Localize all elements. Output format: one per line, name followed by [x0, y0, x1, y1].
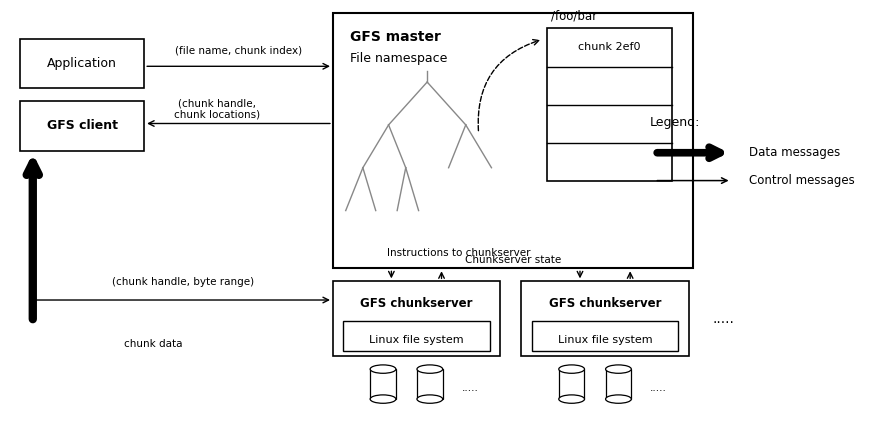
Text: GFS client: GFS client	[47, 119, 118, 132]
Text: /foo/bar: /foo/bar	[552, 9, 598, 22]
Bar	[605, 369, 631, 399]
Bar	[20, 101, 144, 151]
Text: (chunk handle,: (chunk handle,	[178, 99, 256, 108]
Text: GFS master: GFS master	[350, 30, 441, 44]
Text: .....: .....	[461, 383, 479, 393]
Ellipse shape	[605, 395, 631, 403]
Text: GFS chunkserver: GFS chunkserver	[360, 297, 473, 310]
Ellipse shape	[605, 365, 631, 373]
Text: Linux file system: Linux file system	[369, 335, 464, 345]
Text: (file name, chunk index): (file name, chunk index)	[175, 46, 302, 56]
Text: Control messages: Control messages	[749, 174, 854, 187]
FancyArrowPatch shape	[478, 39, 539, 131]
Ellipse shape	[370, 365, 396, 373]
Ellipse shape	[417, 395, 443, 403]
Text: Chunkserver state: Chunkserver state	[465, 255, 561, 265]
Bar	[20, 39, 144, 89]
Text: Legend:: Legend:	[650, 116, 700, 129]
Bar	[559, 369, 584, 399]
Text: chunk 2ef0: chunk 2ef0	[578, 43, 641, 53]
Ellipse shape	[559, 395, 584, 403]
Ellipse shape	[370, 395, 396, 403]
Text: .....: .....	[712, 312, 734, 326]
Text: GFS chunkserver: GFS chunkserver	[549, 297, 661, 310]
Bar	[522, 281, 689, 356]
Bar	[333, 281, 500, 356]
Text: Linux file system: Linux file system	[558, 335, 652, 345]
Text: (chunk handle, byte range): (chunk handle, byte range)	[112, 277, 254, 287]
Bar	[532, 321, 678, 351]
Bar	[370, 369, 396, 399]
Text: chunk data: chunk data	[123, 339, 182, 349]
Bar	[343, 321, 490, 351]
Text: Instructions to chunkserver: Instructions to chunkserver	[387, 248, 531, 258]
Text: Application: Application	[48, 57, 117, 70]
Bar	[417, 369, 443, 399]
Text: .....: .....	[650, 383, 667, 393]
Text: Data messages: Data messages	[749, 146, 840, 159]
Ellipse shape	[559, 365, 584, 373]
Bar	[333, 13, 693, 268]
Ellipse shape	[417, 365, 443, 373]
Text: File namespace: File namespace	[350, 52, 447, 65]
Text: chunk locations): chunk locations)	[174, 109, 260, 119]
Bar	[547, 29, 671, 181]
